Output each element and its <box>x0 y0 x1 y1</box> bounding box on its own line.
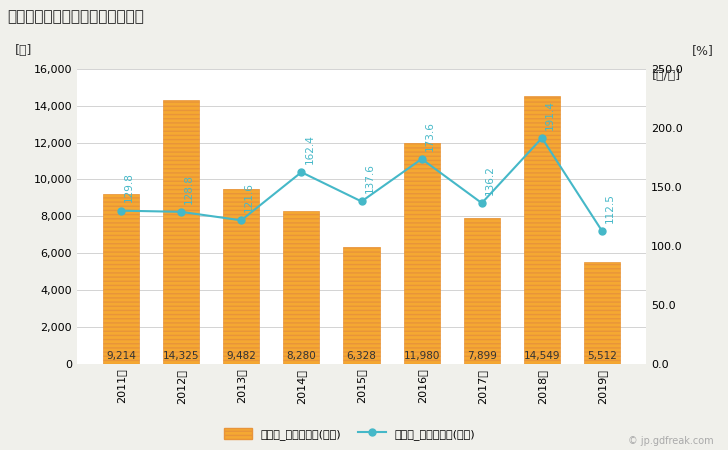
Text: 121.6: 121.6 <box>245 182 254 212</box>
Text: [㎡/棟]: [㎡/棟] <box>652 69 681 82</box>
Text: © jp.gdfreak.com: © jp.gdfreak.com <box>628 436 713 446</box>
Text: 162.4: 162.4 <box>304 134 314 164</box>
Text: 173.6: 173.6 <box>424 121 435 151</box>
Text: 136.2: 136.2 <box>485 165 495 195</box>
Text: 129.8: 129.8 <box>124 172 134 202</box>
Bar <box>283 211 320 364</box>
Text: 6,328: 6,328 <box>347 351 376 361</box>
Text: 11,980: 11,980 <box>403 351 440 361</box>
Bar <box>163 100 199 364</box>
Text: 9,482: 9,482 <box>226 351 256 361</box>
Bar <box>403 143 440 364</box>
Text: 7,899: 7,899 <box>467 351 496 361</box>
Text: 128.8: 128.8 <box>184 174 194 203</box>
Text: 9,214: 9,214 <box>106 351 136 361</box>
Text: 14,549: 14,549 <box>523 351 561 361</box>
Text: 137.6: 137.6 <box>365 163 374 193</box>
Legend: 住宅用_床面積合計(左軸), 住宅用_平均床面積(右軸): 住宅用_床面積合計(左軸), 住宅用_平均床面積(右軸) <box>219 423 480 445</box>
Bar <box>464 218 500 364</box>
Bar <box>223 189 259 364</box>
Bar <box>584 262 620 364</box>
Text: 112.5: 112.5 <box>605 193 615 223</box>
Bar <box>344 247 379 364</box>
Text: 住宅用建築物の床面積合計の推移: 住宅用建築物の床面積合計の推移 <box>7 9 144 24</box>
Bar <box>524 95 560 364</box>
Text: [㎡]: [㎡] <box>15 44 32 57</box>
Text: 191.4: 191.4 <box>545 100 555 130</box>
Bar <box>103 194 139 364</box>
Text: [%]: [%] <box>692 44 713 57</box>
Text: 8,280: 8,280 <box>287 351 316 361</box>
Text: 14,325: 14,325 <box>163 351 199 361</box>
Text: 5,512: 5,512 <box>587 351 617 361</box>
